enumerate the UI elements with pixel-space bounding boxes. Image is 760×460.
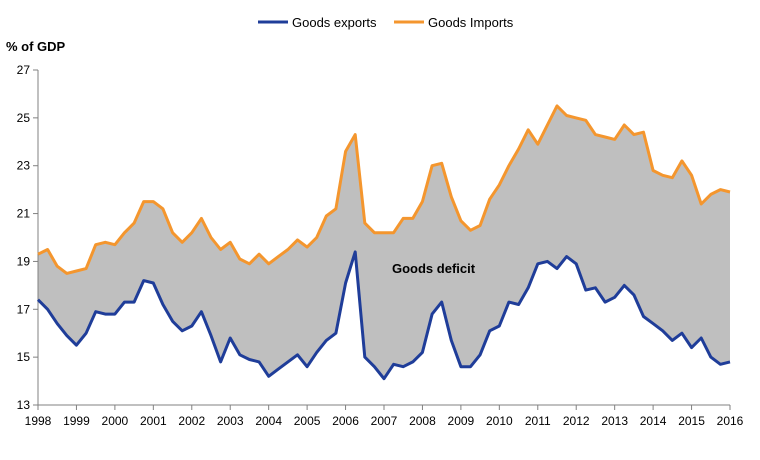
x-tick-label: 2011 (525, 414, 551, 428)
x-tick-label: 2010 (486, 414, 513, 428)
x-tick-label: 2002 (178, 414, 205, 428)
x-tick-label: 2001 (140, 414, 167, 428)
x-tick-label: 1999 (63, 414, 90, 428)
plot-area: 13 15 17 19 21 23 25 27 1998 1999 2000 2001 2002 2003… (17, 63, 744, 428)
x-tick-label: 2008 (409, 414, 436, 428)
x-tick-label: 2014 (640, 414, 667, 428)
y-tick-label: 15 (17, 350, 31, 364)
x-tick-label: 2007 (371, 414, 398, 428)
x-tick-label: 2012 (563, 414, 590, 428)
x-tick-label: 2016 (717, 414, 744, 428)
x-tick-label: 2000 (102, 414, 129, 428)
x-tick-label: 2003 (217, 414, 244, 428)
goods-deficit-annotation: Goods deficit (392, 261, 476, 276)
y-tick-label: 23 (17, 159, 31, 173)
legend-imports-label: Goods Imports (428, 15, 514, 30)
x-tick-label: 2005 (294, 414, 321, 428)
y-tick-label: 27 (17, 63, 31, 77)
y-tick-label: 21 (17, 207, 31, 221)
y-axis-label: % of GDP (6, 39, 66, 54)
x-tick-label: 2006 (332, 414, 359, 428)
y-tick-label: 13 (17, 398, 31, 412)
x-tick-label: 2013 (601, 414, 628, 428)
legend: Goods exports Goods Imports (258, 15, 514, 30)
x-tick-label: 2009 (448, 414, 475, 428)
series-line-goods-exports (36, 250, 731, 381)
x-tick-label: 2004 (255, 414, 282, 428)
y-tick-label: 17 (17, 302, 31, 316)
series-line-goods-imports (37, 104, 731, 275)
x-tick-label: 2015 (678, 414, 705, 428)
y-tick-label: 19 (17, 254, 31, 268)
y-tick-label: 25 (17, 111, 31, 125)
legend-exports-label: Goods exports (292, 15, 377, 30)
deficit-area (38, 105, 730, 379)
x-tick-label: 1998 (25, 414, 52, 428)
